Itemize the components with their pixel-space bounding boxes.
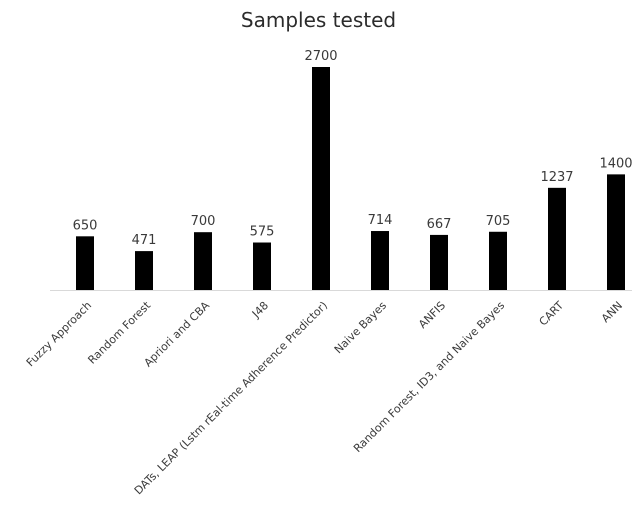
data-label: 575 (250, 225, 275, 240)
bar (194, 232, 212, 290)
x-tick-label: CART (537, 299, 567, 329)
x-tick-label: Random Forest (85, 298, 153, 366)
x-tick-label: ANFIS (416, 299, 448, 331)
data-label: 1400 (599, 156, 632, 171)
x-tick-label: ANN (599, 299, 625, 325)
data-label: 2700 (304, 49, 337, 64)
bar (76, 236, 94, 290)
x-tick-label: J48 (249, 299, 271, 321)
bar (548, 187, 566, 290)
bar (253, 242, 271, 290)
bar (371, 231, 389, 290)
data-label: 705 (486, 214, 511, 229)
data-label: 667 (427, 217, 452, 232)
x-tick-label: Naive Bayes (332, 299, 390, 357)
bar (607, 174, 625, 290)
bar (135, 251, 153, 290)
data-label: 714 (368, 213, 393, 228)
bar (312, 67, 330, 290)
bar (489, 231, 507, 290)
x-tick-label: Apriori and CBA (142, 299, 213, 370)
bar (430, 234, 448, 290)
chart-title: Samples tested (240, 8, 397, 32)
data-label: 471 (132, 233, 157, 248)
data-label: 1237 (540, 170, 573, 185)
x-tick-label: Fuzzy Approach (24, 299, 94, 369)
x-tick-label: DATs, LEAP (Lstm rEal-time Adherence Pre… (132, 299, 330, 497)
data-label: 700 (191, 214, 216, 229)
data-label: 650 (73, 218, 98, 233)
